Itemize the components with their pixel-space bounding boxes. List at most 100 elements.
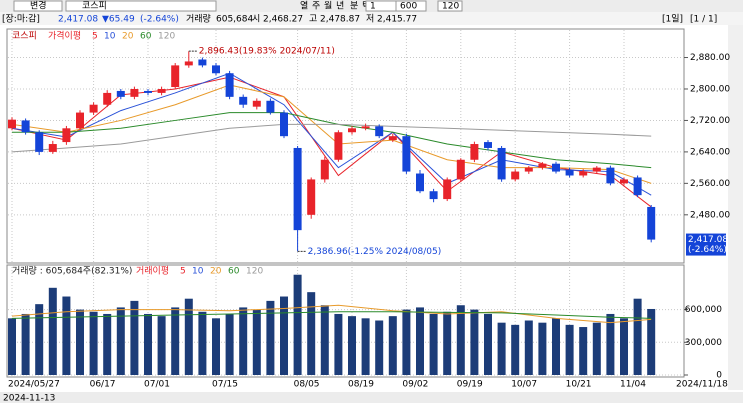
volume-bar [293,274,302,375]
footer [0,392,743,403]
volume-label: 거래량 [186,13,211,25]
view-box[interactable] [395,0,427,12]
volume-bar [402,309,411,375]
candle-body [35,132,44,152]
candle-body [606,167,615,184]
legend-ma: 120 [246,267,263,277]
x-tick-label: 11/04 [620,380,646,390]
candle-body [171,65,180,88]
candle-body [443,179,452,200]
volume-bar [116,307,125,375]
volume: 605,684 [216,15,253,25]
volume-bar [552,318,560,375]
candle-body [76,112,84,129]
volume-bar [388,316,397,375]
candle-body [307,179,316,215]
period[interactable]: 월 [324,0,332,12]
candle-body [511,171,520,180]
candle-body [388,136,397,141]
candle-body [116,90,125,97]
x-end-label: 2024/11/18 [676,380,728,390]
candle-body [320,159,329,180]
volume-bar [307,292,316,375]
candle-body [524,167,533,172]
period[interactable]: 열 [300,1,308,12]
candle-body [497,147,506,180]
candle-body [252,100,261,107]
y-tick-label: 2,640.00 [690,147,730,157]
volume-bar [266,300,275,375]
candle-body [198,59,207,66]
volume-bar [144,313,152,375]
legend-ma: 120 [158,32,175,42]
volume-bar [429,313,438,375]
price-panel [6,28,685,264]
candle-body [8,119,16,129]
symbol: 코스피 [82,1,107,12]
volume-bar [280,296,288,375]
candle-body [361,126,370,129]
volume-bar [171,307,180,375]
footer-date: 2024-11-13 [3,394,55,403]
volume-bar [198,311,207,375]
legend-ma: 5 [180,267,186,277]
moving-average [11,123,652,153]
x-tick-label: 08/19 [348,380,374,390]
x-tick-label: 10/21 [566,380,592,390]
volume-ma-label: 거래이평 [136,266,169,277]
annotation: 2,386.96(-1.25% 2024/08/05) [308,247,442,257]
candle-body [592,167,601,172]
zoom-box[interactable] [437,0,463,12]
x-tick-label: 09/02 [402,380,428,390]
volume-bar [184,298,193,375]
moving-average [11,311,652,319]
volume-bar [443,311,452,375]
volume-bar [62,296,71,375]
x-tick-label: 07/01 [144,380,170,390]
view: 600 [400,2,417,12]
candle-body [21,120,30,133]
symbol-box[interactable] [65,0,217,12]
volume-bar [470,309,479,375]
change-pct: (-2.64%) [140,15,179,25]
volume-bar [647,308,656,375]
period[interactable]: 년 [336,1,344,12]
change: ▼65.49 [102,15,135,25]
volume-bar [484,313,492,375]
period[interactable]: 주 [312,1,320,12]
volume-bar [8,318,16,375]
volume-bar [633,298,642,375]
volume-bar [239,307,248,375]
x-tick-label: 06/17 [90,380,116,390]
count: 1 [370,2,376,12]
volume-bar [76,309,84,375]
last-price-box [686,233,726,256]
volume-panel [6,264,685,378]
change-button[interactable] [13,0,63,12]
candle-body [103,92,112,105]
volume-bar [538,322,547,375]
candle-body [157,88,166,93]
volume-bar [334,313,343,375]
volume-bar [592,322,601,375]
low-label: 저 [366,14,374,25]
candle-body [416,173,424,192]
volume-bar [579,327,588,375]
volume-bar [456,305,465,375]
candle-body [48,144,57,152]
open-label: 시 [252,14,260,25]
volume-bar [130,300,139,375]
volume-bar [21,313,30,375]
last-pct: (-2.64%) [688,245,727,255]
candle-body [579,171,588,176]
candle-body [225,73,234,97]
candle-body [62,128,71,143]
x-tick-label: 07/15 [212,380,238,390]
period[interactable]: 분 [350,1,358,12]
candle-body [484,142,492,148]
candle-body [239,96,248,105]
volume-bar [157,316,166,375]
status: [장:마:감] [2,13,40,25]
legend-ma-label: 가격이평 [48,30,81,42]
